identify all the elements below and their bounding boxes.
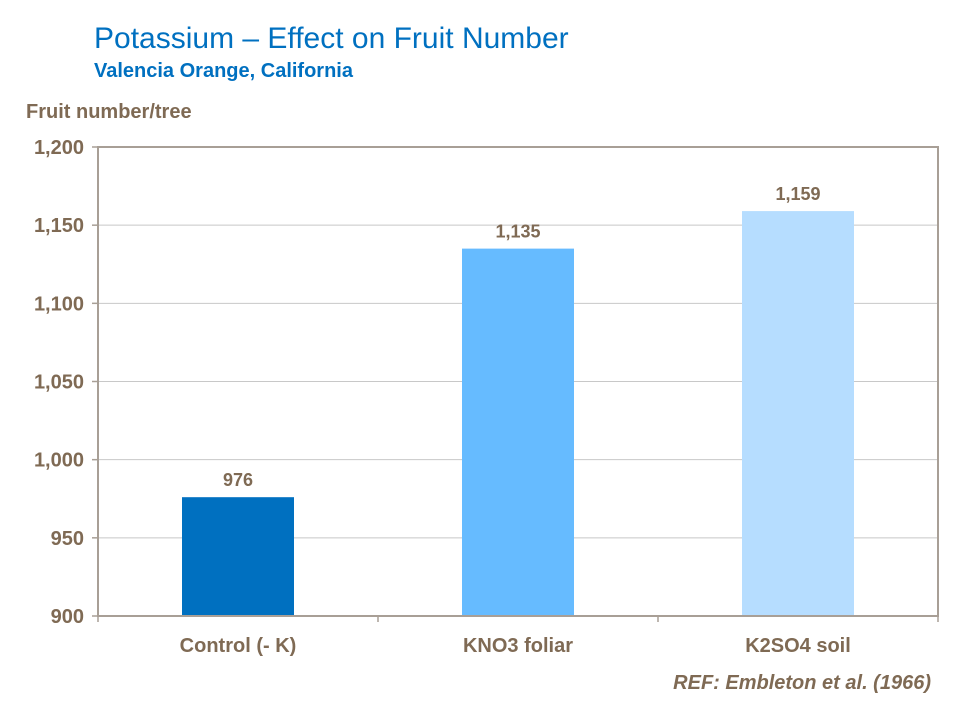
reference-note: REF: Embleton et al. (1966) <box>673 672 931 694</box>
plot-area-border <box>97 146 939 617</box>
data-label: 976 <box>223 470 253 490</box>
bar <box>182 497 294 616</box>
y-tick-label: 1,000 <box>34 450 84 472</box>
y-tick-label: 1,050 <box>34 372 84 394</box>
y-tick-label: 950 <box>51 528 84 550</box>
y-tick-label: 1,100 <box>34 293 84 315</box>
y-tick-label: 1,150 <box>34 215 84 237</box>
data-label: 1,159 <box>775 184 820 204</box>
data-label: 1,135 <box>495 222 540 242</box>
y-tick-label: 1,200 <box>34 137 84 159</box>
bar <box>462 248 574 616</box>
x-tick-label: Control (- K) <box>180 635 297 657</box>
x-tick-label: K2SO4 soil <box>745 635 851 657</box>
chart-title: Potassium – Effect on Fruit Number <box>94 22 569 55</box>
y-tick-label: 900 <box>51 606 84 628</box>
bar <box>742 211 854 616</box>
x-tick-label: KNO3 foliar <box>463 635 573 657</box>
y-axis-label: Fruit number/tree <box>26 101 192 123</box>
chart-subtitle: Valencia Orange, California <box>94 60 353 82</box>
